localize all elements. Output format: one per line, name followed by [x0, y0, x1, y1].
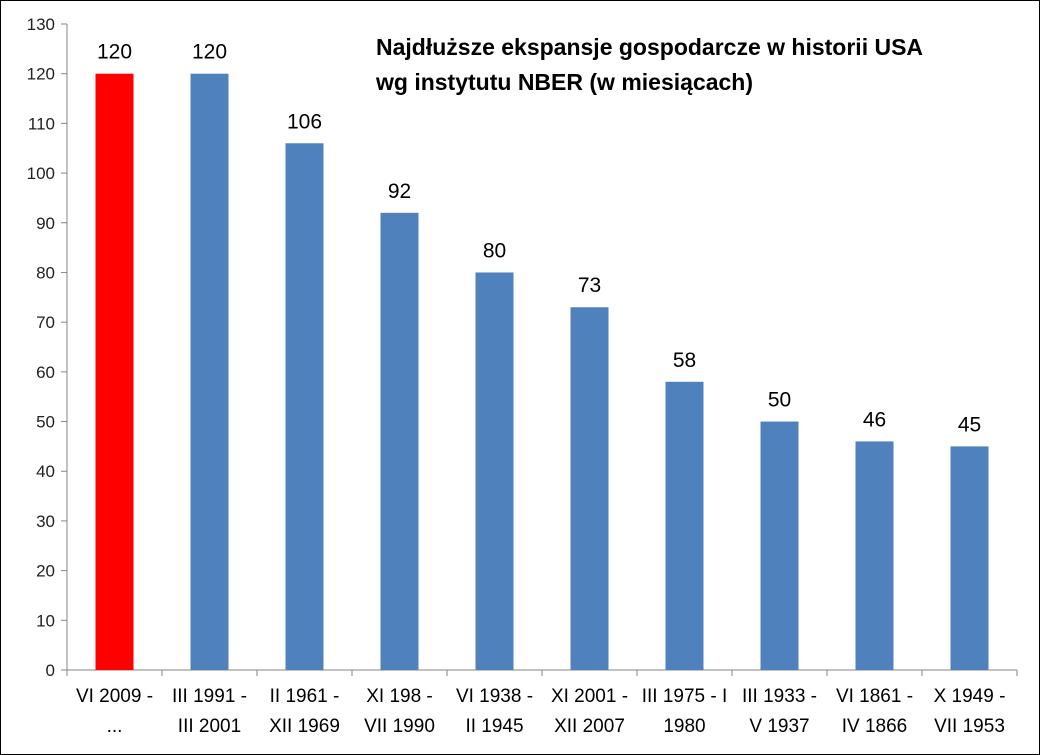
x-tick-label: VI 1861 -: [836, 686, 913, 707]
x-tick-label: XI 198 -: [366, 686, 433, 707]
y-tick-label: 0: [46, 661, 55, 680]
bar: [570, 307, 609, 670]
y-tick-label: 30: [36, 512, 55, 531]
bar: [190, 73, 229, 670]
data-label: 106: [287, 110, 322, 133]
bars: [95, 73, 989, 671]
y-tick-label: 70: [36, 313, 55, 332]
chart-title: Najdłuższe ekspansje gospodarcze w histo…: [375, 34, 923, 95]
data-label: 120: [192, 41, 227, 64]
x-tick-label: II 1945: [465, 716, 523, 737]
data-labels: 120 120 106 92 80 73 58 50 46 45: [97, 41, 981, 437]
data-label: 45: [958, 413, 981, 436]
data-label: 120: [97, 41, 132, 64]
bar: [95, 73, 134, 670]
data-label: 73: [578, 274, 601, 297]
data-label: 58: [673, 349, 696, 372]
x-tick-label: III 2001: [178, 716, 241, 737]
x-tick-label: XI 2001 -: [551, 686, 628, 707]
x-tick-label: XII 2007: [554, 716, 625, 737]
y-tick-label: 130: [27, 15, 55, 34]
y-tick-label: 10: [36, 611, 55, 630]
x-tick-label: V 1937: [749, 716, 809, 737]
x-tick-label: 1980: [663, 716, 705, 737]
x-tick-label: VII 1953: [934, 716, 1005, 737]
y-tick-label: 90: [36, 214, 55, 233]
bar: [475, 272, 514, 670]
bar: [855, 441, 894, 670]
y-tick-label: 40: [36, 462, 55, 481]
x-tick-label: III 1933 -: [742, 686, 817, 707]
chart-title-line: wg instytutu NBER (w miesiącach): [375, 69, 753, 95]
x-tick-label: II 1961 -: [270, 686, 340, 707]
y-tick-label: 60: [36, 363, 55, 382]
y-tick-label: 120: [27, 65, 55, 84]
x-tick-label: III 1991 -: [172, 686, 247, 707]
bar: [950, 446, 989, 670]
x-tick-label: VII 1990: [364, 716, 435, 737]
x-tick-label: X 1949 -: [934, 686, 1006, 707]
data-label: 46: [863, 408, 886, 431]
bar: [380, 212, 419, 671]
y-tick-label: 100: [27, 164, 55, 183]
data-label: 50: [768, 389, 791, 412]
x-tick-label: III 1975 - I: [642, 686, 728, 707]
y-tick-label: 20: [36, 562, 55, 581]
x-tick-label: VI 2009 -: [76, 686, 153, 707]
y-tick-label: 110: [28, 114, 55, 133]
x-tick-label: IV 1866: [842, 716, 908, 737]
axes: 0 10 20 30 40 50 60 70 80 90 100 110 120 130 VI 2009 -…: [27, 15, 1018, 737]
bar: [285, 143, 324, 670]
x-tick-label: ...: [107, 716, 123, 737]
y-tick-label: 80: [36, 263, 55, 282]
bar: [760, 421, 799, 670]
bar: [665, 381, 704, 670]
x-tick-label: VI 1938 -: [456, 686, 533, 707]
chart-title-line: Najdłuższe ekspansje gospodarcze w histo…: [376, 34, 923, 60]
data-label: 80: [483, 239, 506, 262]
x-tick-label: XII 1969: [269, 716, 340, 737]
data-label: 92: [388, 180, 411, 203]
y-tick-label: 50: [36, 413, 55, 432]
